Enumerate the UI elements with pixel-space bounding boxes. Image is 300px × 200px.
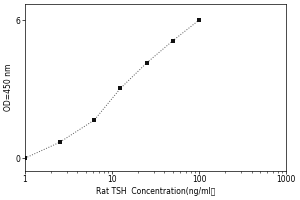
Point (57, 141, 62, 144)
Point (170, 39, 175, 42)
X-axis label: Rat TSH  Concentration(ng/ml）: Rat TSH Concentration(ng/ml） (96, 187, 215, 196)
Point (144, 61, 149, 65)
Point (22, 157, 27, 160)
Point (197, 18, 202, 22)
Point (92, 118, 97, 122)
Point (118, 87, 123, 90)
Y-axis label: OD=450 nm: OD=450 nm (4, 64, 13, 111)
